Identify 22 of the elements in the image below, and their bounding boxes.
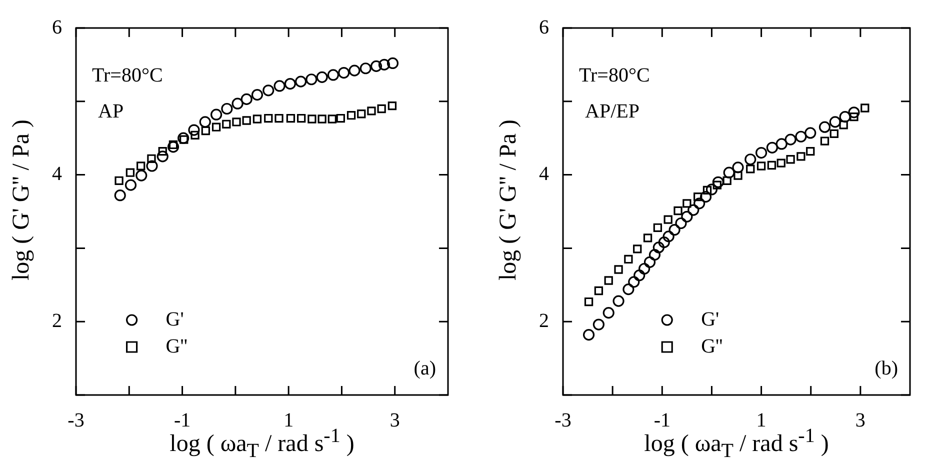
legend-label: G'	[166, 308, 184, 330]
y-axis-title: log ( G' G'' / Pa )	[496, 120, 522, 280]
y-axis-title: log ( G' G'' / Pa )	[8, 120, 36, 280]
y-tick-label: 4	[539, 163, 549, 186]
legend-label: G'	[701, 308, 720, 330]
annotation: (a)	[414, 357, 436, 380]
y-tick-label: 2	[539, 310, 549, 332]
annotation: AP/EP	[585, 100, 640, 122]
annotation: Tr=80°C	[92, 64, 163, 86]
annotation: Tr=80°C	[579, 64, 650, 86]
y-tick-label: 4	[52, 163, 62, 186]
annotation: (b)	[874, 357, 898, 380]
annotation: AP	[98, 100, 124, 122]
y-tick-label: 6	[539, 16, 549, 38]
y-tick-label: 2	[52, 310, 62, 332]
legend-label: G''	[701, 335, 723, 358]
x-tick-label: -3	[68, 409, 84, 432]
y-tick-label: 6	[52, 16, 62, 38]
legend-label: G''	[166, 335, 188, 358]
x-tick-label: 3	[855, 409, 866, 432]
x-tick-label: 3	[390, 409, 400, 432]
x-tick-label: -3	[554, 409, 572, 432]
